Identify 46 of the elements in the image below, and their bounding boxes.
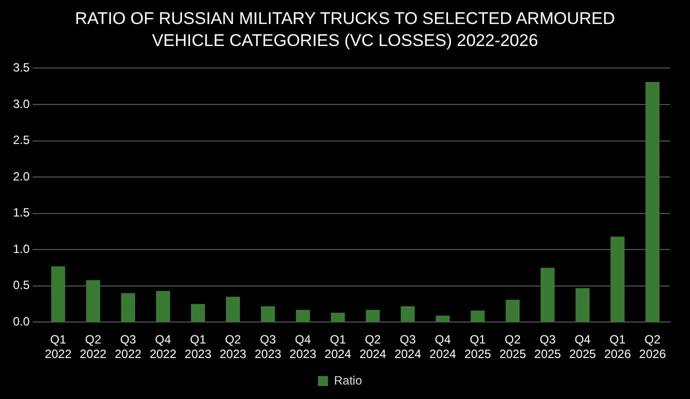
x-tick-label: Q3 2024 [394, 332, 422, 362]
y-tick-label: 3.5 [12, 60, 30, 75]
bar [86, 280, 100, 322]
bar [576, 288, 590, 322]
x-tick-label: Q2 2026 [639, 332, 666, 362]
bar [610, 236, 625, 322]
x-tick-label: Q1 2026 [604, 332, 632, 362]
x-tick-label: Q4 2025 [569, 332, 596, 362]
bar [506, 300, 520, 322]
bar [260, 306, 275, 322]
x-tick-label: Q3 2025 [534, 332, 562, 362]
y-tick-label: 1.0 [12, 242, 30, 256]
bar [51, 266, 66, 322]
chart-title: RATIO OF RUSSIAN MILITARY TRUCKS TO SELECTED ARMOURED VEHICLE CATEGORIES (VC LOSSES) 2022-2026 [74, 8, 616, 52]
x-tick-label: Q1 2024 [324, 332, 352, 362]
x-tick-label: Q3 2022 [114, 332, 142, 362]
bar [366, 310, 380, 322]
x-tick-label: Q2 2023 [220, 332, 247, 362]
y-tick-label: 3.0 [12, 96, 30, 111]
x-tick-label: Q4 2023 [290, 332, 317, 362]
x-tick-label: Q1 2025 [464, 332, 492, 362]
bar [400, 306, 415, 322]
x-tick-label: Q2 2022 [80, 332, 107, 362]
y-tick-label: 1.5 [12, 206, 30, 220]
x-tick-label: Q1 2023 [184, 332, 212, 362]
x-tick-label: Q1 2022 [44, 332, 72, 362]
legend-label: Ratio [334, 373, 362, 388]
bar [121, 293, 136, 322]
bar [296, 310, 310, 322]
bar [436, 316, 450, 322]
x-tick-label: Q4 2024 [429, 332, 456, 362]
bar [646, 82, 660, 322]
x-tick-label: Q3 2023 [254, 332, 282, 362]
bar [540, 268, 555, 322]
y-tick-label: 0.0 [12, 314, 30, 329]
y-tick-label: 2.0 [12, 169, 30, 184]
x-tick-label: Q4 2022 [150, 332, 177, 362]
bar [470, 310, 485, 322]
y-tick-label: 2.5 [12, 133, 30, 148]
bar [156, 290, 170, 322]
bar [226, 296, 240, 322]
bar [330, 312, 345, 322]
x-tick-label: Q2 2024 [359, 332, 386, 362]
bar [191, 304, 206, 322]
x-tick-label: Q2 2025 [499, 332, 526, 362]
y-tick-label: 0.5 [12, 278, 30, 292]
